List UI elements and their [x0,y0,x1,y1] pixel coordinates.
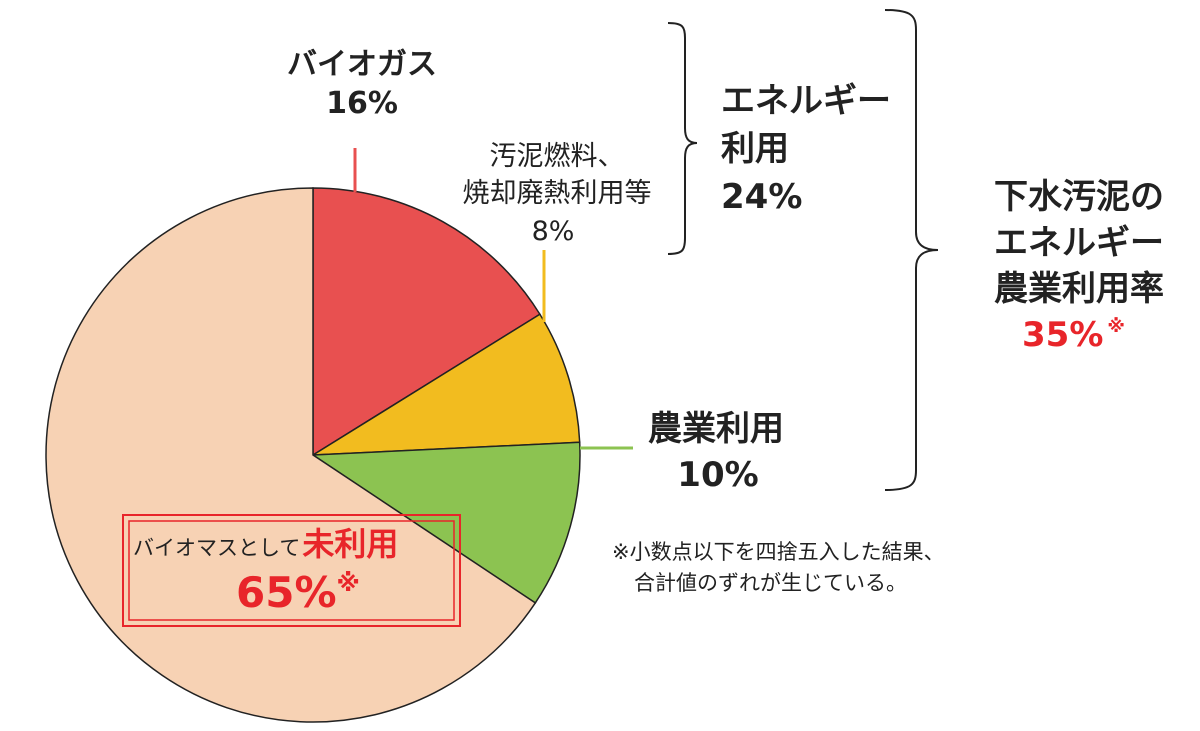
pie-slice-agriculture [310,441,581,604]
energy-group-value: 24% [721,177,802,217]
unused-label-frame-outer [122,514,461,627]
total-group-line3: 農業利用率 [994,269,1164,309]
unused-label-emphasis: 未利用 [302,525,398,563]
pie-slices [45,187,581,723]
unused-label-line: バイオマスとして未利用 [133,525,398,563]
total-value-mark: ※ [1107,316,1125,337]
footnote-line2: 合計値のずれが生じている。 [634,571,907,595]
unused-label-frame-inner [128,520,455,621]
unused-value-mark: ※ [337,569,360,597]
total-group-line1: 下水汚泥の [994,177,1164,217]
pie-slice-sludge-fuel [310,313,581,456]
total-group-brace [884,9,939,491]
pie-slice-unused [45,187,537,723]
energy-group-line2: 利用 [721,129,789,169]
energy-group-brace [667,22,698,255]
slice-label-agriculture-value: 10% [677,455,758,495]
total-group-line2: エネルギー [994,223,1164,263]
slice-label-sludge-fuel-name1: 汚泥燃料、 [490,141,625,172]
footnote-line1: ※小数点以下を四捨五入した結果、 [612,540,945,564]
unused-label-value: 65%※ [236,568,360,617]
slice-label-biogas-name: バイオガス [287,47,437,82]
slice-label-agriculture-name: 農業利用 [648,409,784,449]
slice-label-sludge-fuel-value: 8% [532,216,575,247]
total-group-value: 35% ※ [1022,315,1125,355]
pie-slice-biogas [312,187,541,457]
unused-value-number: 65% [236,568,337,617]
total-value-number: 35% [1022,315,1103,355]
unused-label-prefix: バイオマスとして [133,536,300,560]
energy-group-line1: エネルギー [721,81,891,121]
slice-label-sludge-fuel-name2: 焼却廃熱利用等 [463,178,652,209]
slice-label-biogas-value: 16% [326,86,398,121]
